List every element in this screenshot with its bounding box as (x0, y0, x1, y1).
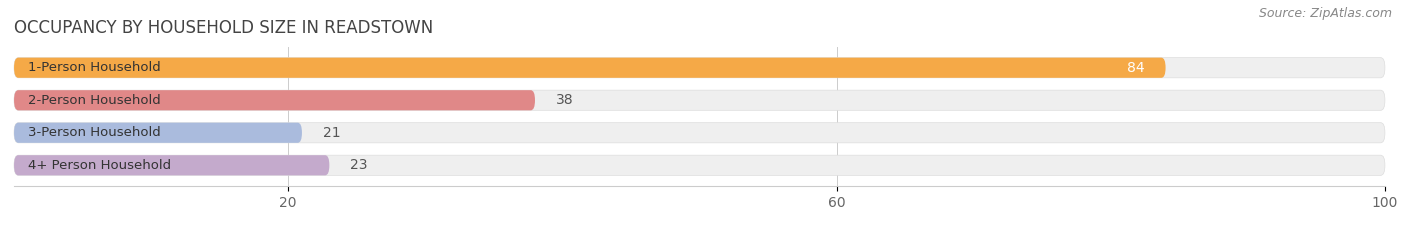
Text: 38: 38 (555, 93, 574, 107)
Text: 21: 21 (322, 126, 340, 140)
FancyBboxPatch shape (14, 58, 1166, 78)
FancyBboxPatch shape (14, 90, 1385, 110)
FancyBboxPatch shape (14, 155, 329, 175)
Text: 4+ Person Household: 4+ Person Household (28, 159, 172, 172)
Text: OCCUPANCY BY HOUSEHOLD SIZE IN READSTOWN: OCCUPANCY BY HOUSEHOLD SIZE IN READSTOWN (14, 19, 433, 37)
FancyBboxPatch shape (14, 90, 534, 110)
Text: 1-Person Household: 1-Person Household (28, 61, 160, 74)
FancyBboxPatch shape (14, 123, 302, 143)
Text: 23: 23 (350, 158, 367, 172)
FancyBboxPatch shape (14, 58, 1385, 78)
Text: 2-Person Household: 2-Person Household (28, 94, 160, 107)
FancyBboxPatch shape (14, 155, 1385, 175)
FancyBboxPatch shape (14, 123, 1385, 143)
Text: Source: ZipAtlas.com: Source: ZipAtlas.com (1258, 7, 1392, 20)
Text: 3-Person Household: 3-Person Household (28, 126, 160, 139)
Text: 84: 84 (1128, 61, 1144, 75)
